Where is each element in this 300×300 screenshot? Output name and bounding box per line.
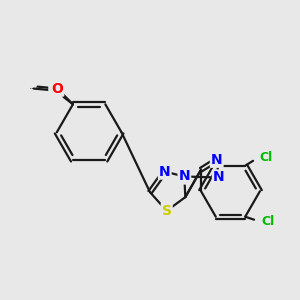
Text: methoxy: methoxy bbox=[38, 87, 44, 88]
Text: O: O bbox=[51, 82, 63, 96]
Text: methoxy: methoxy bbox=[30, 87, 36, 88]
Text: S: S bbox=[162, 204, 172, 218]
Text: N: N bbox=[211, 153, 223, 167]
Text: methoxy: methoxy bbox=[32, 87, 38, 88]
Text: Cl: Cl bbox=[259, 152, 272, 164]
Text: methoxy: methoxy bbox=[36, 86, 42, 88]
Text: N: N bbox=[178, 169, 190, 184]
Text: N: N bbox=[213, 170, 224, 184]
Text: N: N bbox=[159, 165, 170, 178]
Text: O: O bbox=[49, 83, 61, 98]
Text: Cl: Cl bbox=[261, 215, 274, 228]
